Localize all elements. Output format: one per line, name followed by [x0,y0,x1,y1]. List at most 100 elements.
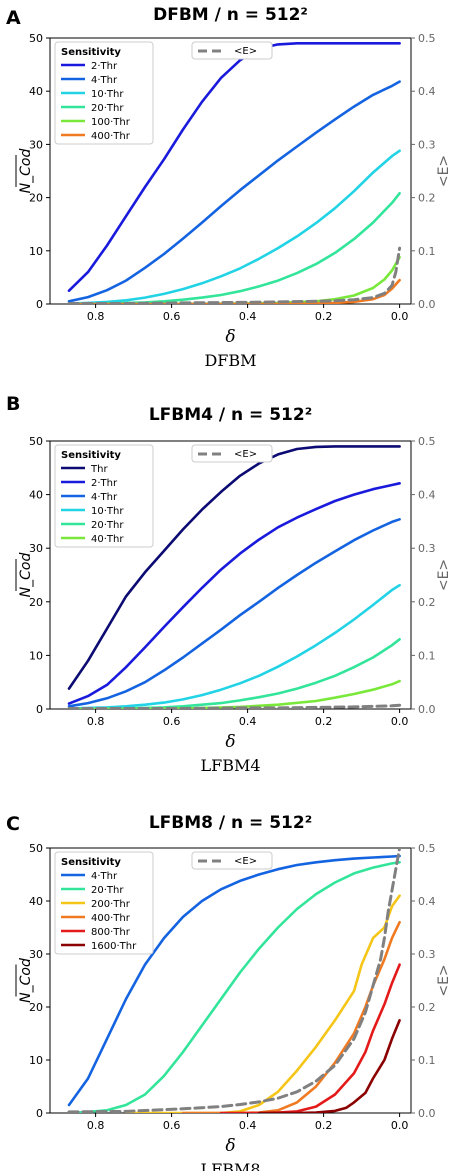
legend-entry: 400·Thr [91,913,131,924]
x-tick-label: 0.2 [315,715,333,728]
y-tick-label: 10 [29,649,43,662]
y-tick-label: 20 [29,1001,43,1014]
legend-entry: 4·Thr [91,871,118,882]
legend-e-entry: <E> [234,46,257,57]
x-tick-label: 0.6 [163,310,181,323]
series-line-0 [67,41,401,293]
y2-tick-label: 0.1 [418,649,436,662]
x-axis-label: δ [225,732,235,752]
series-line-4 [67,255,401,304]
series-line-6 [67,848,402,1113]
y-tick-label: 50 [29,842,43,855]
legend-entry: Thr [90,464,108,475]
chart-panel-a: A DFBM / n = 512² 0.8 0.6 0.4 0.2 0.0 0 10 20 30 40… [6,5,452,370]
y-tick-label: 0 [36,1107,43,1120]
y2-tick-label: 0.1 [418,245,436,258]
series-line-5 [67,679,401,709]
x-axis-label: δ [225,1136,235,1156]
y2-tick-label: 0.2 [418,596,436,609]
legend-e-box [191,41,273,60]
x-tick-label: 0.8 [87,310,105,323]
y-tick-label: 20 [29,596,43,609]
y-tick-label: 40 [29,85,43,98]
x-tick-label: 0.2 [315,310,333,323]
y-tick-label: 40 [29,489,43,502]
panel-label: C [6,813,20,835]
x-tick-label: 0.4 [239,1119,257,1132]
chart-title: LFBM4 / n = 512² [149,405,312,425]
y2-axis-label: <E> [436,155,452,187]
series-line-2 [67,149,401,304]
legend-entry: 20·Thr [91,885,124,896]
legend-entry: 1600·Thr [91,941,137,952]
y2-tick-label: 0.4 [418,895,436,908]
chart-panel-b: B LFBM4 / n = 512² 0.8 0.6 0.4 0.2 0.0 0 10 20 30 4… [6,393,452,775]
y2-tick-label: 0.2 [418,192,436,205]
y-tick-label: 50 [29,435,43,448]
y2-tick-label: 0.5 [418,32,436,45]
y2-axis-label: <E> [436,964,452,996]
x-tick-label: 0.0 [391,1119,409,1132]
y-tick-label: 30 [29,542,43,555]
y2-tick-label: 0.0 [418,703,436,716]
legend-title: Sensitivity [61,857,121,868]
x-tick-label: 0.6 [163,715,181,728]
y2-tick-label: 0.5 [418,435,436,448]
chart-title: DFBM / n = 512² [153,5,308,25]
panel-caption: LFBM8 [200,1160,260,1171]
legend-entry: 20·Thr [91,103,124,114]
y-axis-label: N_Cod [18,149,34,194]
x-tick-label: 0.8 [87,1119,105,1132]
legend-e-entry: <E> [234,449,257,460]
legend-e-entry: <E> [234,856,257,867]
legend-entry: 800·Thr [91,927,131,938]
legend-e-box [191,851,273,870]
y2-tick-label: 0.3 [418,542,436,555]
legend-box [54,41,154,145]
panel-label: A [6,7,21,29]
legend-entry: 40·Thr [91,534,124,545]
series-line-6 [67,703,402,709]
legend-entry: 100·Thr [91,117,131,128]
legend-entry: 10·Thr [91,506,124,517]
series-line-5 [257,1018,401,1113]
y2-tick-label: 0.1 [418,1054,436,1067]
legend-entry: 10·Thr [91,89,124,100]
y-tick-label: 40 [29,895,43,908]
x-tick-label: 0.4 [239,715,257,728]
y-axis-label: N_Cod [18,553,34,598]
series-line-1 [67,481,401,705]
legend-entry: 200·Thr [91,899,131,910]
chart-panel-c: C LFBM8 / n = 512² 0.8 0.6 0.4 0.2 0.0 0 10 20 30 4… [6,813,452,1171]
series-line-1 [67,860,401,1113]
y-tick-label: 30 [29,948,43,961]
y2-tick-label: 0.3 [418,138,436,151]
series-line-2 [124,894,401,1113]
series-line-2 [67,517,401,708]
legend-entry: 400·Thr [91,131,131,142]
y-tick-label: 0 [36,703,43,716]
y2-tick-label: 0.0 [418,1107,436,1120]
y-tick-label: 20 [29,192,43,205]
y-tick-label: 10 [29,1054,43,1067]
y-tick-label: 50 [29,32,43,45]
legend-entry: 4·Thr [91,492,118,503]
legend-title: Sensitivity [61,47,121,58]
y2-tick-label: 0.5 [418,842,436,855]
legend-entry: 4·Thr [91,75,118,86]
y2-tick-label: 0.0 [418,298,436,311]
y2-axis-label: <E> [436,559,452,591]
legend-box [54,851,154,955]
y-tick-label: 0 [36,298,43,311]
x-tick-label: 0.0 [391,310,409,323]
series-line-3 [67,192,401,304]
y-tick-label: 30 [29,138,43,151]
series-line-1 [67,80,401,303]
legend-box [54,444,154,548]
series-line-0 [67,854,401,1107]
y-tick-label: 10 [29,245,43,258]
x-axis-label: δ [225,327,235,347]
series-line-3 [67,583,401,709]
y2-tick-label: 0.4 [418,85,436,98]
